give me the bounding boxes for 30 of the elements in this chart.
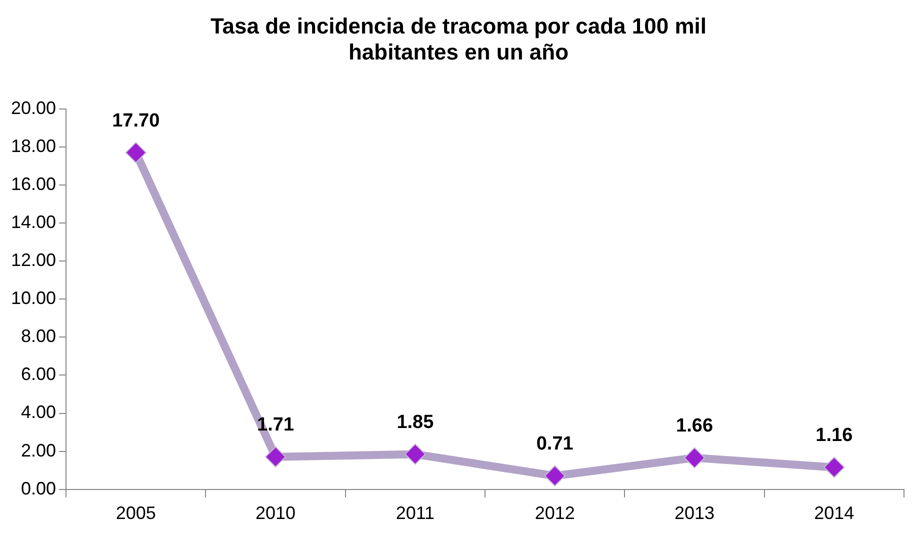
point bbox=[544, 465, 566, 486]
point bbox=[125, 142, 146, 164]
x-tick-label: 2011 bbox=[396, 503, 435, 524]
data-label: 1.66 bbox=[676, 416, 714, 437]
data-label: 1.16 bbox=[816, 425, 853, 446]
y-tick-label: 16.00 bbox=[10, 174, 56, 194]
point bbox=[404, 444, 426, 465]
y-tick-label: 10.00 bbox=[10, 288, 56, 308]
y-tick-label: 2.00 bbox=[20, 440, 56, 460]
data-label: 1.85 bbox=[396, 412, 434, 433]
data-label: 0.71 bbox=[536, 434, 574, 455]
y-tick-label: 4.00 bbox=[20, 402, 56, 422]
y-tick-label: 6.00 bbox=[20, 364, 56, 384]
x-tick-label: 2005 bbox=[116, 503, 156, 524]
data-label: 17.70 bbox=[112, 110, 160, 132]
x-tick-label: 2013 bbox=[674, 503, 715, 524]
y-tick-label: 0.00 bbox=[20, 478, 56, 498]
point bbox=[684, 447, 706, 468]
y-tick-label: 20.00 bbox=[10, 98, 56, 118]
chart-title: Tasa de incidencia de tracoma por cada 100 mil habitantes en un año bbox=[210, 13, 707, 65]
data-label: 1.71 bbox=[257, 414, 294, 436]
x-tick-label: 2010 bbox=[256, 503, 296, 524]
x-tick-label: 2014 bbox=[814, 503, 854, 524]
point bbox=[824, 456, 845, 478]
y-tick-label: 12.00 bbox=[10, 250, 56, 270]
y-tick-label: 18.00 bbox=[10, 136, 56, 156]
x-tick-label: 2012 bbox=[534, 503, 575, 524]
y-tick-label: 14.00 bbox=[10, 212, 56, 232]
point bbox=[265, 446, 286, 468]
y-tick-label: 8.00 bbox=[20, 326, 56, 346]
